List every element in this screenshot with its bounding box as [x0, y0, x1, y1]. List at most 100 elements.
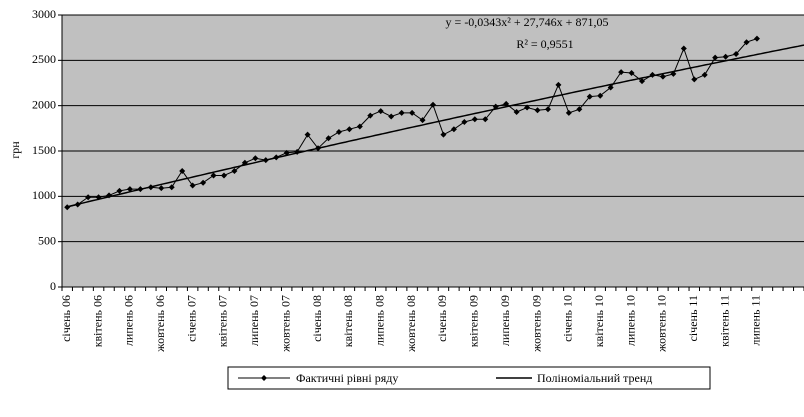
x-tick-label: січень 10	[561, 295, 575, 342]
point-marker	[189, 182, 196, 189]
point-marker	[85, 194, 92, 201]
point-marker	[304, 131, 311, 138]
point-marker	[513, 109, 520, 116]
point-marker	[241, 159, 248, 166]
point-marker	[137, 186, 144, 193]
point-marker	[335, 128, 342, 135]
point-marker	[283, 149, 290, 156]
y-tick-label: 2000	[32, 97, 56, 111]
x-tick-label: квітень 06	[90, 295, 104, 347]
point-marker	[419, 117, 426, 124]
point-marker	[398, 109, 405, 116]
point-marker	[534, 107, 541, 114]
point-marker	[315, 145, 322, 152]
point-marker	[722, 53, 729, 60]
point-marker	[179, 167, 186, 174]
point-marker	[628, 70, 635, 77]
legend-label: Фактичні рівні ряду	[296, 371, 398, 385]
point-marker	[649, 71, 656, 78]
x-tick-label: жовтень 09	[529, 295, 543, 353]
point-marker	[388, 113, 395, 120]
point-marker	[607, 84, 614, 91]
x-tick-label: жовтень 10	[655, 295, 669, 353]
point-marker	[95, 194, 102, 201]
legend	[227, 366, 711, 390]
point-marker	[753, 35, 760, 42]
point-marker	[147, 184, 154, 191]
point-marker	[701, 71, 708, 78]
x-tick-label: квітень 10	[592, 295, 606, 347]
point-marker	[273, 154, 280, 161]
point-marker	[106, 192, 113, 199]
x-tick-label: липень 09	[498, 295, 512, 346]
point-marker	[367, 112, 374, 119]
x-tick-label: квітень 09	[467, 295, 481, 347]
point-marker	[691, 76, 698, 83]
x-tick-label: липень 07	[247, 295, 261, 346]
point-marker	[325, 135, 332, 142]
point-marker	[116, 187, 123, 194]
y-tick-label: 2500	[32, 52, 56, 66]
y-tick-label: 500	[38, 233, 56, 247]
point-marker	[377, 108, 384, 115]
point-marker	[743, 39, 750, 46]
x-tick-label: липень 08	[372, 295, 386, 346]
point-marker	[597, 92, 604, 99]
x-tick-label: січень 09	[435, 295, 449, 342]
y-tick-label: 3000	[32, 7, 56, 21]
y-tick-label: 1000	[32, 188, 56, 202]
x-tick-label: січень 07	[184, 295, 198, 342]
x-tick-label: липень 06	[122, 295, 136, 346]
y-tick-label: 0	[50, 279, 56, 293]
x-tick-label: жовтень 06	[153, 295, 167, 353]
x-tick-label: липень 10	[623, 295, 637, 346]
point-marker	[64, 204, 71, 211]
point-marker	[639, 78, 646, 85]
point-marker	[733, 50, 740, 57]
point-marker	[670, 70, 677, 77]
x-tick-label: квітень 07	[216, 295, 230, 347]
x-tick-label: січень 08	[310, 295, 324, 342]
point-marker	[492, 103, 499, 110]
point-marker	[74, 201, 81, 208]
trend-equation: y = -0,0343x² + 27,746x + 871,05	[446, 15, 609, 29]
point-marker	[346, 126, 353, 133]
y-axis-label: грн	[8, 141, 22, 159]
point-marker	[680, 45, 687, 52]
point-marker	[618, 69, 625, 76]
point-marker	[126, 186, 133, 193]
point-marker	[712, 54, 719, 61]
point-marker	[544, 106, 551, 113]
trend-r2: R² = 0,9551	[516, 37, 573, 51]
point-marker	[252, 155, 259, 162]
point-marker	[659, 73, 666, 80]
point-marker	[158, 185, 165, 192]
legend-marker	[261, 375, 267, 381]
x-tick-label: січень 11	[686, 295, 700, 341]
point-marker	[524, 104, 531, 111]
point-marker	[565, 109, 572, 116]
point-marker	[210, 172, 217, 179]
y-tick-label: 1500	[32, 143, 56, 157]
trend-line	[67, 44, 804, 208]
point-marker	[450, 126, 457, 133]
point-marker	[471, 116, 478, 123]
point-marker	[168, 184, 175, 191]
point-marker	[482, 116, 489, 123]
x-tick-label: жовтень 07	[278, 295, 292, 353]
point-marker	[409, 109, 416, 116]
point-marker	[576, 106, 583, 113]
x-tick-label: жовтень 08	[404, 295, 418, 353]
point-marker	[440, 131, 447, 138]
point-marker	[294, 148, 301, 155]
point-marker	[200, 179, 207, 186]
point-marker	[461, 118, 468, 125]
point-marker	[220, 172, 227, 179]
point-marker	[586, 93, 593, 100]
point-marker	[262, 157, 269, 164]
point-marker	[231, 167, 238, 174]
point-marker	[555, 81, 562, 88]
point-marker	[430, 101, 436, 108]
x-tick-label: січень 06	[59, 295, 73, 342]
